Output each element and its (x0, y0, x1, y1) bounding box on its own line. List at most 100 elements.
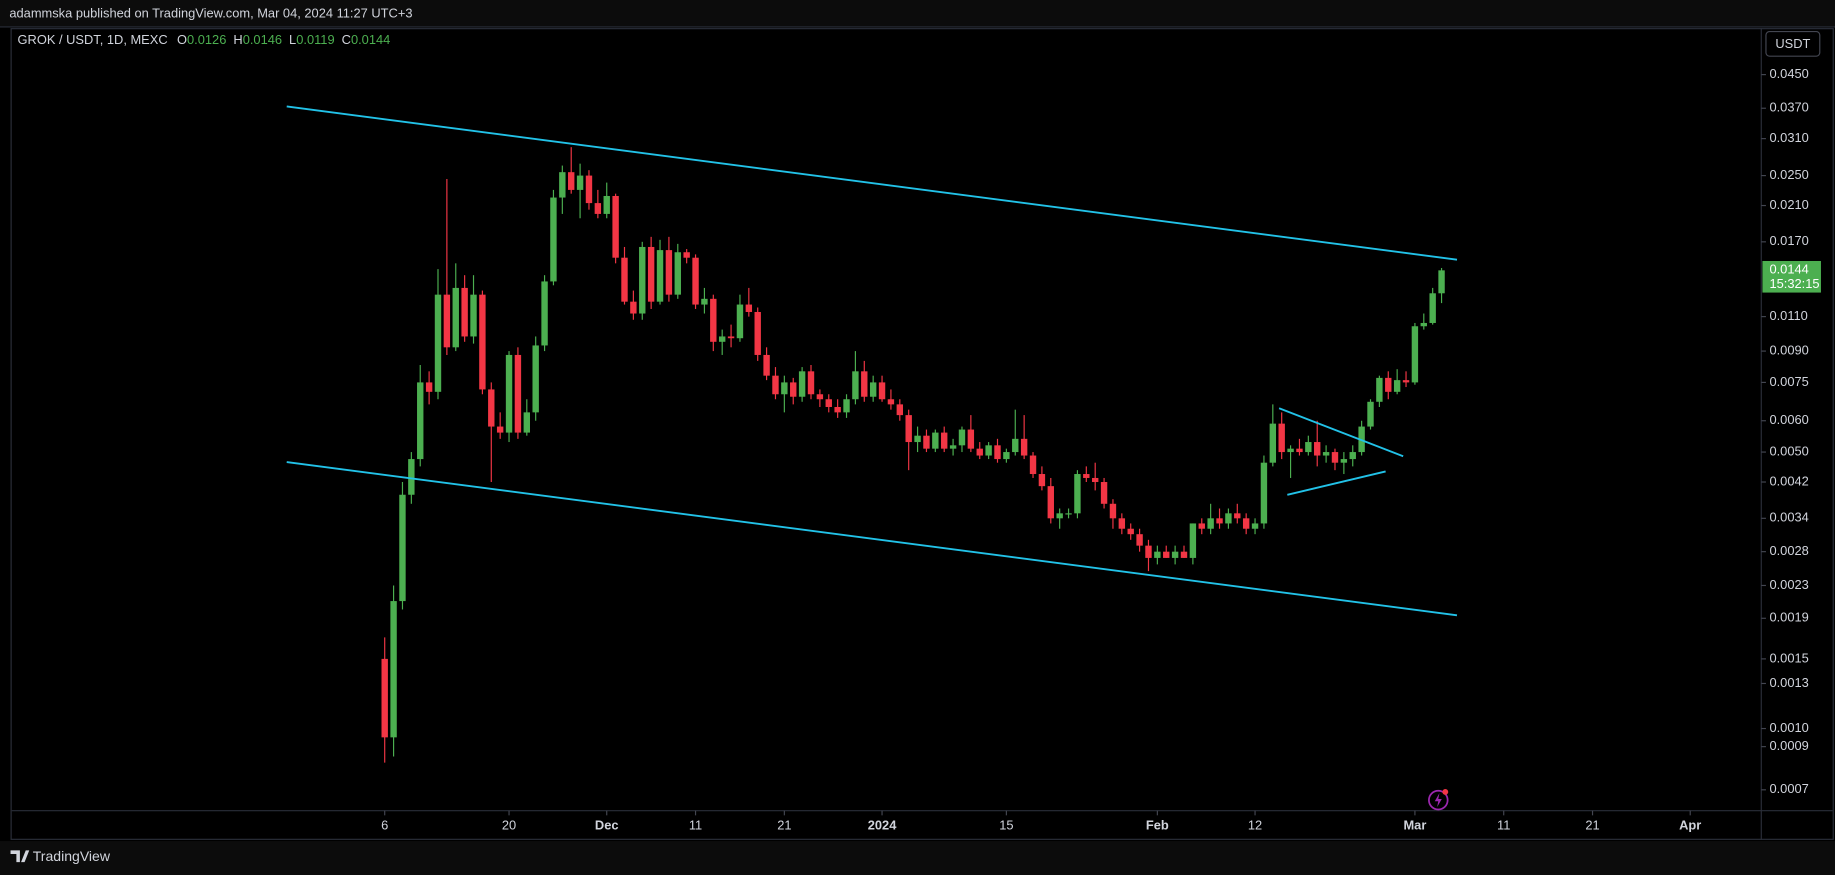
candle-body (1367, 401, 1374, 427)
candle-body (568, 172, 575, 190)
candle-body (1189, 523, 1197, 558)
legend-title: GROK / USDT, 1D, MEXC (18, 32, 168, 47)
candle-body (470, 294, 477, 337)
y-tick-label: 0.0028 (1769, 543, 1808, 558)
x-tick-label: Dec (595, 817, 619, 832)
candle-body (417, 382, 424, 460)
y-tick-label: 0.0110 (1769, 308, 1807, 323)
x-tick-label: 21 (777, 817, 791, 832)
candle-body (967, 429, 975, 449)
candle-body (1012, 438, 1019, 453)
candle-body (772, 375, 779, 395)
candle-body (798, 371, 806, 397)
candle-body (505, 354, 513, 433)
trend-line (286, 461, 1458, 617)
candle-body (1420, 322, 1427, 327)
header-text: adammska published on TradingView.com, M… (9, 5, 412, 20)
candle-body (381, 658, 388, 738)
candle-body (1136, 534, 1143, 546)
candle-body (1038, 474, 1046, 487)
legend-value: 0.0126 (187, 32, 226, 47)
candle-body (1376, 377, 1383, 402)
candle-body (1322, 452, 1330, 456)
alert-ring[interactable] (1428, 789, 1449, 811)
candle-body (1305, 442, 1312, 453)
candle-body (1314, 442, 1321, 456)
candle-body (710, 298, 717, 342)
y-tick-label: 0.0034 (1769, 510, 1808, 525)
candle-body (523, 412, 531, 433)
legend-label: H (233, 32, 242, 47)
candle-body (1065, 513, 1072, 515)
candle-body (1083, 474, 1090, 478)
x-tick-label: 12 (1248, 817, 1262, 832)
candle-body (1260, 462, 1268, 524)
candle-body (1225, 513, 1232, 524)
y-tick-label: 0.0015 (1769, 650, 1808, 665)
candle-body (390, 601, 397, 738)
alert-bolt[interactable] (1434, 793, 1442, 808)
x-tick-label: 11 (689, 817, 702, 832)
candle-body (1287, 448, 1294, 453)
y-tick-label: 0.0450 (1769, 66, 1808, 81)
candle-body (443, 294, 451, 348)
candle-body (1109, 503, 1117, 519)
alert-dot[interactable] (1442, 789, 1449, 795)
candle-body (923, 435, 930, 449)
candle-body (790, 382, 797, 397)
candle-body (1163, 551, 1170, 558)
candle-body (683, 252, 690, 258)
candle-body (958, 429, 966, 446)
candle-body (1198, 523, 1205, 529)
currency-label[interactable]: USDT (1775, 36, 1810, 51)
legend-value: 0.0146 (243, 32, 282, 47)
candle-body (488, 389, 495, 427)
candle-body (1340, 459, 1348, 463)
price-label: 0.0144 (1769, 262, 1808, 277)
candle-body (550, 197, 557, 282)
candle-body (1402, 380, 1410, 383)
candle-body (1278, 423, 1285, 453)
footer-text: TradingView (33, 848, 111, 864)
candle-body (763, 354, 770, 376)
candle-body (1251, 523, 1259, 529)
candle-body (656, 250, 664, 302)
legend-value: 0.0119 (296, 32, 334, 47)
y-tick-label: 0.0013 (1769, 675, 1808, 690)
x-tick-label: Feb (1146, 817, 1169, 832)
candle-body (825, 399, 832, 407)
y-tick-label: 0.0007 (1769, 781, 1808, 796)
candle-body (816, 394, 824, 400)
x-tick-label: 11 (1497, 817, 1510, 832)
candle-body (1020, 438, 1028, 456)
candle-body (914, 435, 921, 443)
candle-body (496, 426, 504, 433)
candle-body (647, 246, 655, 302)
candle-body (541, 281, 548, 346)
candle-body (949, 445, 957, 449)
candle-body (1047, 486, 1054, 519)
candle-body (941, 432, 948, 449)
trend-line (286, 105, 1458, 261)
candle-body (452, 287, 459, 348)
x-tick-label: 6 (381, 817, 388, 832)
currency-button[interactable] (1765, 30, 1821, 57)
y-tick-label: 0.0210 (1769, 197, 1808, 212)
price-label-box (1762, 260, 1821, 293)
trend-line (1278, 407, 1404, 458)
candle-body (1269, 423, 1277, 463)
candle-body (1331, 452, 1339, 463)
y-tick-label: 0.0050 (1769, 443, 1808, 458)
candle-body (727, 336, 735, 339)
candle-body (399, 494, 406, 602)
alert-icon[interactable] (1428, 789, 1449, 811)
candle-body (1100, 482, 1108, 504)
y-tick-label: 0.0170 (1769, 233, 1808, 248)
candle-body (612, 195, 619, 258)
y-tick-label: 0.0250 (1769, 167, 1808, 182)
candle-body (639, 246, 646, 314)
candles (381, 147, 1445, 763)
candle-body (594, 203, 602, 214)
